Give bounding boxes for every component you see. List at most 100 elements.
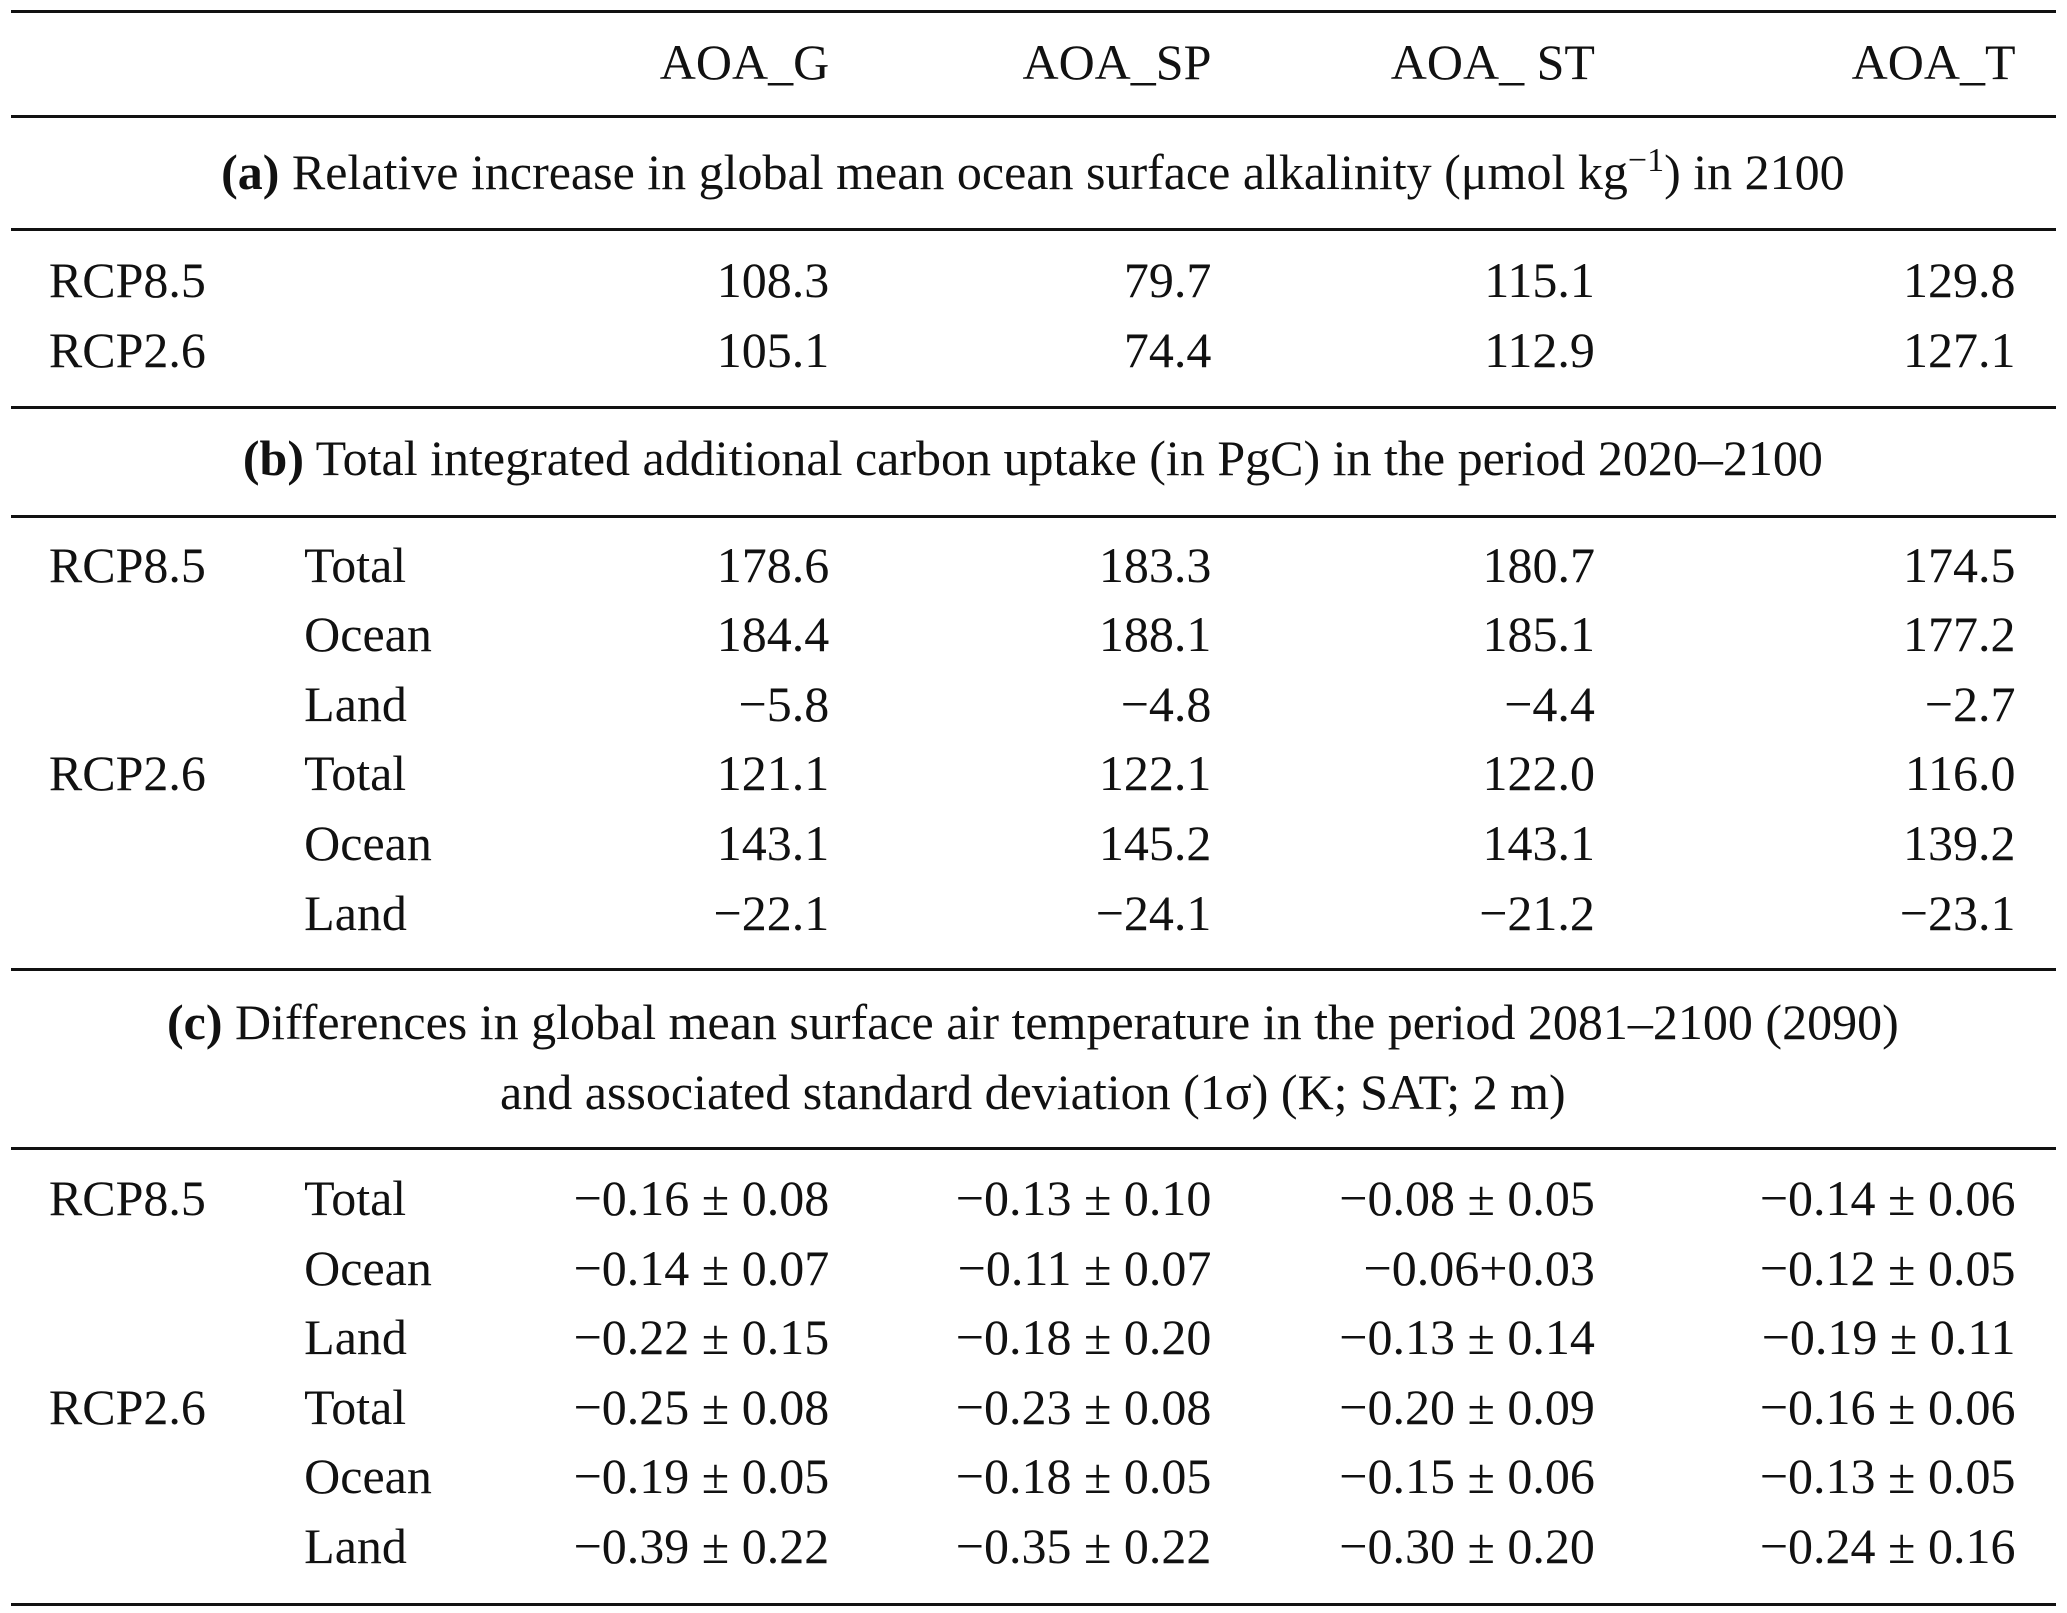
section-title: (b) Total integrated additional carbon u… bbox=[243, 433, 1823, 483]
cell-value: 143.1 bbox=[1482, 814, 1595, 871]
cell-value: 139.2 bbox=[1903, 814, 2016, 871]
cell-value: −0.13 ± 0.05 bbox=[1759, 1448, 2016, 1505]
cell-value: −0.20 ± 0.09 bbox=[1339, 1378, 1595, 1435]
cell-value: −0.22 ± 0.15 bbox=[573, 1309, 830, 1366]
scenario: RCP2.6 bbox=[48, 745, 206, 802]
cell-value: −0.13 ± 0.14 bbox=[1339, 1309, 1595, 1366]
cell-value: 184.4 bbox=[716, 606, 830, 663]
scenario: RCP8.5 bbox=[48, 252, 206, 309]
rule bbox=[10, 1146, 2057, 1150]
section-title-end: ) in 2100 bbox=[1664, 143, 1845, 200]
component: Land bbox=[304, 675, 407, 732]
cell-value: −4.4 bbox=[1504, 675, 1595, 732]
section-title: and associated standard deviation (1σ) (… bbox=[500, 1067, 1566, 1117]
column-header: AOA_SP bbox=[1022, 34, 1212, 91]
cell-value: 177.2 bbox=[1903, 606, 2016, 663]
cell-value: −0.11 ± 0.07 bbox=[957, 1239, 1212, 1296]
cell-value: −0.18 ± 0.05 bbox=[955, 1448, 1212, 1505]
component: Ocean bbox=[304, 606, 432, 663]
component: Ocean bbox=[304, 814, 432, 871]
cell-value: −0.39 ± 0.22 bbox=[573, 1518, 830, 1574]
component: Land bbox=[304, 884, 407, 941]
cell-value: 74.4 bbox=[1123, 321, 1212, 378]
column-header: AOA_ ST bbox=[1390, 34, 1595, 91]
cell-value: −0.13 ± 0.10 bbox=[955, 1170, 1212, 1227]
section-title: (a) Relative increase in global mean oce… bbox=[221, 143, 1845, 200]
section-title-text: Relative increase in global mean ocean s… bbox=[291, 143, 1628, 200]
scenario: RCP8.5 bbox=[48, 1170, 206, 1227]
component: Total bbox=[304, 1378, 407, 1435]
rule bbox=[10, 227, 2057, 231]
cell-value: −0.23 ± 0.08 bbox=[955, 1378, 1212, 1435]
cell-value: −0.18 ± 0.20 bbox=[955, 1309, 1212, 1366]
scenario: RCP2.6 bbox=[48, 1378, 206, 1435]
component: Land bbox=[304, 1518, 407, 1574]
component: Ocean bbox=[304, 1448, 432, 1505]
cell-value: −23.1 bbox=[1899, 884, 2016, 941]
cell-value: −4.8 bbox=[1120, 675, 1212, 732]
cell-value: −0.25 ± 0.08 bbox=[573, 1378, 830, 1435]
cell-value: 122.1 bbox=[1098, 745, 1212, 802]
cell-value: −0.35 ± 0.22 bbox=[955, 1518, 1212, 1574]
cell-value: 185.1 bbox=[1482, 606, 1595, 663]
cell-value: −24.1 bbox=[1095, 884, 1212, 941]
cell-value: −2.7 bbox=[1924, 675, 2016, 732]
cell-value: 145.2 bbox=[1098, 814, 1212, 871]
cell-value: 122.0 bbox=[1482, 745, 1595, 802]
rule bbox=[10, 9, 2057, 13]
cell-value: −0.16 ± 0.06 bbox=[1759, 1378, 2016, 1435]
component: Total bbox=[304, 536, 407, 593]
cell-value: −0.16 ± 0.08 bbox=[573, 1170, 830, 1227]
cell-value: −0.14 ± 0.06 bbox=[1759, 1170, 2016, 1227]
cell-value: 105.1 bbox=[716, 321, 830, 378]
column-header: AOA_T bbox=[1851, 34, 2016, 91]
cell-value: −0.30 ± 0.20 bbox=[1339, 1518, 1595, 1574]
cell-value: 79.7 bbox=[1123, 252, 1212, 309]
component: Land bbox=[304, 1309, 407, 1366]
section-label: (b) bbox=[242, 429, 304, 486]
rule bbox=[10, 968, 2057, 972]
cell-value: 121.1 bbox=[716, 745, 830, 802]
section-label: (c) bbox=[166, 994, 223, 1051]
section-title-text: Total integrated additional carbon uptak… bbox=[315, 429, 1823, 486]
cell-value: −0.08 ± 0.05 bbox=[1339, 1170, 1595, 1227]
cell-value: 115.1 bbox=[1484, 252, 1595, 309]
rule bbox=[10, 115, 2057, 119]
rule bbox=[10, 406, 2057, 410]
cell-value: 188.1 bbox=[1098, 606, 1212, 663]
scenario: RCP2.6 bbox=[48, 321, 206, 378]
section-label: (a) bbox=[221, 143, 280, 200]
cell-value: −0.14 ± 0.07 bbox=[573, 1239, 830, 1296]
rule bbox=[10, 1603, 2057, 1607]
column-header: AOA_G bbox=[659, 34, 830, 91]
component: Ocean bbox=[304, 1239, 432, 1296]
cell-value: −21.2 bbox=[1479, 884, 1595, 941]
cell-value: 143.1 bbox=[716, 814, 830, 871]
section-title: (c) Differences in global mean surface a… bbox=[167, 997, 1899, 1047]
section-title-text: and associated standard deviation (1σ) (… bbox=[500, 1064, 1566, 1121]
superscript: −1 bbox=[1627, 141, 1665, 179]
cell-value: −0.19 ± 0.05 bbox=[573, 1448, 830, 1505]
component: Total bbox=[304, 745, 407, 802]
cell-value: −0.06+0.03 bbox=[1363, 1239, 1595, 1296]
cell-value: 127.1 bbox=[1903, 321, 2016, 378]
scenario: RCP8.5 bbox=[48, 536, 206, 593]
rule bbox=[10, 514, 2057, 518]
cell-value: 183.3 bbox=[1098, 536, 1212, 593]
cell-value: −0.12 ± 0.05 bbox=[1759, 1239, 2016, 1296]
cell-value: −22.1 bbox=[713, 884, 830, 941]
cell-value: 178.6 bbox=[716, 536, 830, 593]
cell-value: −0.24 ± 0.16 bbox=[1759, 1518, 2016, 1574]
cell-value: 174.5 bbox=[1903, 536, 2016, 593]
component: Total bbox=[304, 1170, 407, 1227]
cell-value: −0.19 ± 0.11 bbox=[1761, 1309, 2016, 1366]
cell-value: 116.0 bbox=[1904, 745, 2016, 802]
cell-value: −0.15 ± 0.06 bbox=[1339, 1448, 1595, 1505]
cell-value: 108.3 bbox=[716, 252, 830, 309]
cell-value: 129.8 bbox=[1903, 252, 2016, 309]
cell-value: 180.7 bbox=[1482, 536, 1595, 593]
cell-value: 112.9 bbox=[1484, 321, 1595, 378]
section-title-text: Differences in global mean surface air t… bbox=[234, 994, 1899, 1051]
cell-value: −5.8 bbox=[738, 675, 830, 732]
